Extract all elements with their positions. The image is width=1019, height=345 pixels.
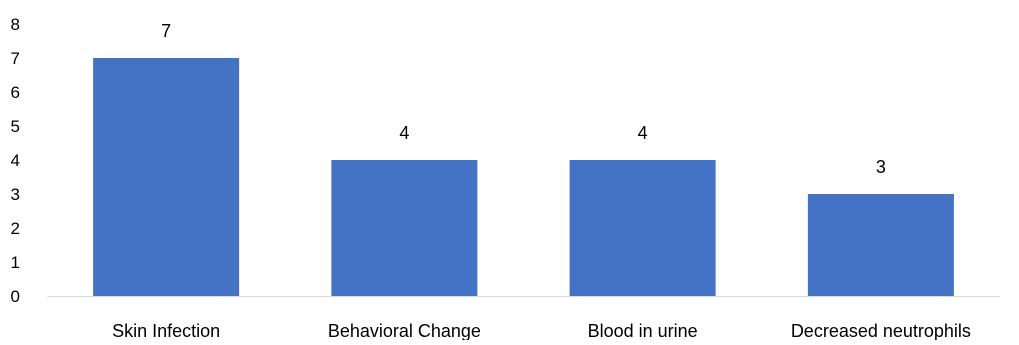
x-axis: Skin Infection Behavioral Change Blood in … bbox=[112, 321, 971, 341]
bar bbox=[807, 194, 954, 296]
y-tick-label: 6 bbox=[11, 83, 20, 102]
bars-group bbox=[93, 58, 954, 296]
x-tick-label: Decreased neutrophils bbox=[791, 321, 971, 340]
bar bbox=[93, 58, 240, 296]
x-tick-label: Skin Infection bbox=[112, 321, 220, 340]
y-axis: 0 1 2 3 4 5 6 7 8 bbox=[11, 15, 20, 306]
y-tick-label: 0 bbox=[11, 287, 20, 306]
bar bbox=[331, 160, 478, 296]
data-label: 7 bbox=[161, 21, 171, 41]
data-label: 4 bbox=[399, 123, 409, 143]
x-tick-label: Blood in urine bbox=[588, 321, 698, 340]
x-tick-label: Behavioral Change bbox=[328, 321, 481, 340]
bar bbox=[569, 160, 716, 296]
y-tick-label: 5 bbox=[11, 117, 20, 136]
data-labels-group: 7 4 4 3 bbox=[161, 21, 886, 177]
data-label: 4 bbox=[638, 123, 648, 143]
y-tick-label: 8 bbox=[11, 15, 20, 34]
y-tick-label: 1 bbox=[11, 253, 20, 272]
y-tick-label: 3 bbox=[11, 185, 20, 204]
data-label: 3 bbox=[876, 157, 886, 177]
y-tick-label: 4 bbox=[11, 151, 20, 170]
y-tick-label: 7 bbox=[11, 49, 20, 68]
y-tick-label: 2 bbox=[11, 219, 20, 238]
